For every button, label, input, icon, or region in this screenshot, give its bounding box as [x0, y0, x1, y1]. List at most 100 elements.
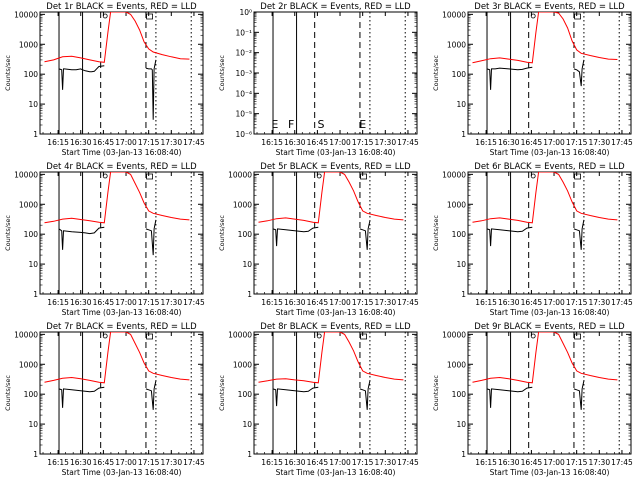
y-tick-label: 1: [33, 130, 38, 139]
y-tick-label: 1: [461, 130, 466, 139]
y-tick-label: 10: [28, 260, 38, 269]
y-tick-label: 1: [33, 450, 38, 459]
decimation-symbol: [146, 13, 153, 20]
chart-title: Det 4r BLACK = Events, RED = LLD: [46, 162, 197, 172]
x-tick-label: 16:15: [475, 458, 497, 467]
decimation-symbol: [360, 173, 367, 180]
y-tick-label: 10000: [442, 170, 466, 179]
attenuator-symbol: [530, 333, 536, 339]
x-tick-label: 17:30: [588, 458, 610, 467]
x-tick-label: 17:30: [588, 138, 610, 147]
x-tick-label: 17:15: [138, 458, 160, 467]
attenuator-symbol: [530, 13, 536, 19]
plot-frame: [253, 331, 418, 455]
series-lld-line: [258, 172, 404, 224]
plot-frame: [39, 331, 204, 455]
y-tick-label: 1000: [233, 360, 252, 369]
y-tick-label: 10000: [14, 170, 38, 179]
y-tick-label: 10: [456, 420, 466, 429]
y-tick-label: 100: [452, 70, 467, 79]
x-tick-label: 16:30: [70, 138, 92, 147]
series-events-line: [58, 219, 157, 256]
y-tick-label: 100: [452, 230, 467, 239]
x-tick-label: 17:45: [397, 298, 419, 307]
x-tick-label: 16:15: [47, 458, 69, 467]
y-tick-label: 1000: [19, 200, 38, 209]
y-tick-label: 10⁻²: [235, 49, 252, 58]
plot-frame: [253, 171, 418, 295]
x-tick-label: 16:45: [93, 138, 115, 147]
y-axis-label: Counts/sec: [432, 375, 440, 411]
x-tick-label: 16:45: [307, 298, 329, 307]
y-tick-label: 100: [24, 70, 39, 79]
x-tick-label: 17:45: [397, 458, 419, 467]
x-tick-label: 17:15: [138, 138, 160, 147]
x-tick-label: 17:00: [543, 138, 565, 147]
chart-title: Det 1r BLACK = Events, RED = LLD: [46, 2, 197, 12]
plot-data: [472, 12, 618, 90]
chart-panel-9: Det 9r BLACK = Events, RED = LLD 16:15 16:…: [432, 322, 633, 477]
chart-title: Det 3r BLACK = Events, RED = LLD: [474, 2, 625, 12]
y-tick-label: 1000: [447, 40, 466, 49]
decimation-symbol: [360, 333, 367, 340]
y-tick-label: 10: [28, 100, 38, 109]
plot-frame: [467, 171, 632, 295]
plot-data: [472, 332, 618, 410]
y-tick-label: 1000: [19, 40, 38, 49]
attenuator-symbol: [316, 333, 322, 339]
y-tick-label: 10⁻⁵: [235, 110, 252, 119]
y-tick-label: 100: [238, 390, 253, 399]
decimation-symbol: [146, 333, 153, 340]
x-tick-label: 16:15: [475, 298, 497, 307]
series-events-line: [486, 59, 585, 90]
y-tick-label: 10⁻³: [235, 69, 252, 78]
series-events-line: [58, 380, 157, 410]
y-tick-label: 1000: [233, 200, 252, 209]
series-lld-line: [472, 172, 618, 224]
annotation-label: E: [271, 118, 278, 131]
x-axis-label: Start Time (03-Jan-13 16:08:40): [276, 308, 396, 317]
y-tick-label: 100: [238, 230, 253, 239]
x-tick-label: 17:30: [588, 298, 610, 307]
y-tick-label: 1000: [447, 360, 466, 369]
x-tick-label: 16:30: [284, 458, 306, 467]
series-events-line: [58, 59, 157, 120]
series-lld-line: [472, 332, 618, 384]
x-tick-label: 16:45: [521, 458, 543, 467]
chart-title: Det 9r BLACK = Events, RED = LLD: [474, 322, 625, 332]
x-tick-label: 17:15: [566, 458, 588, 467]
y-tick-label: 1000: [19, 360, 38, 369]
y-tick-label: 10000: [228, 330, 252, 339]
x-tick-label: 17:15: [566, 138, 588, 147]
x-tick-label: 16:45: [521, 298, 543, 307]
x-tick-label: 16:15: [261, 298, 283, 307]
y-axis-label: Counts/sec: [4, 55, 12, 91]
y-tick-label: 10⁰: [239, 8, 252, 17]
plot-data: [44, 172, 190, 256]
decimation-symbol: [574, 333, 581, 340]
decimation-symbol: [146, 173, 153, 180]
x-tick-label: 17:30: [160, 458, 182, 467]
attenuator-symbol: [530, 173, 536, 179]
series-lld-line: [472, 12, 618, 64]
attenuator-symbol: [102, 173, 108, 179]
x-tick-label: 16:30: [70, 458, 92, 467]
annotation-label: E: [359, 118, 366, 131]
y-tick-label: 10000: [14, 330, 38, 339]
y-axis-label: Counts/sec: [4, 215, 12, 251]
series-lld-line: [44, 12, 190, 63]
x-tick-label: 17:45: [183, 138, 205, 147]
x-tick-label: 16:45: [93, 458, 115, 467]
x-tick-label: 17:00: [329, 298, 351, 307]
x-tick-label: 17:30: [160, 138, 182, 147]
x-axis-label: Start Time (03-Jan-13 16:08:40): [276, 148, 396, 157]
y-tick-label: 1: [461, 290, 466, 299]
series-lld-line: [44, 332, 190, 384]
x-axis-label: Start Time (03-Jan-13 16:08:40): [490, 148, 610, 157]
x-tick-label: 17:15: [352, 138, 374, 147]
y-tick-label: 1: [247, 450, 252, 459]
x-tick-label: 17:45: [397, 138, 419, 147]
y-tick-label: 10: [28, 420, 38, 429]
